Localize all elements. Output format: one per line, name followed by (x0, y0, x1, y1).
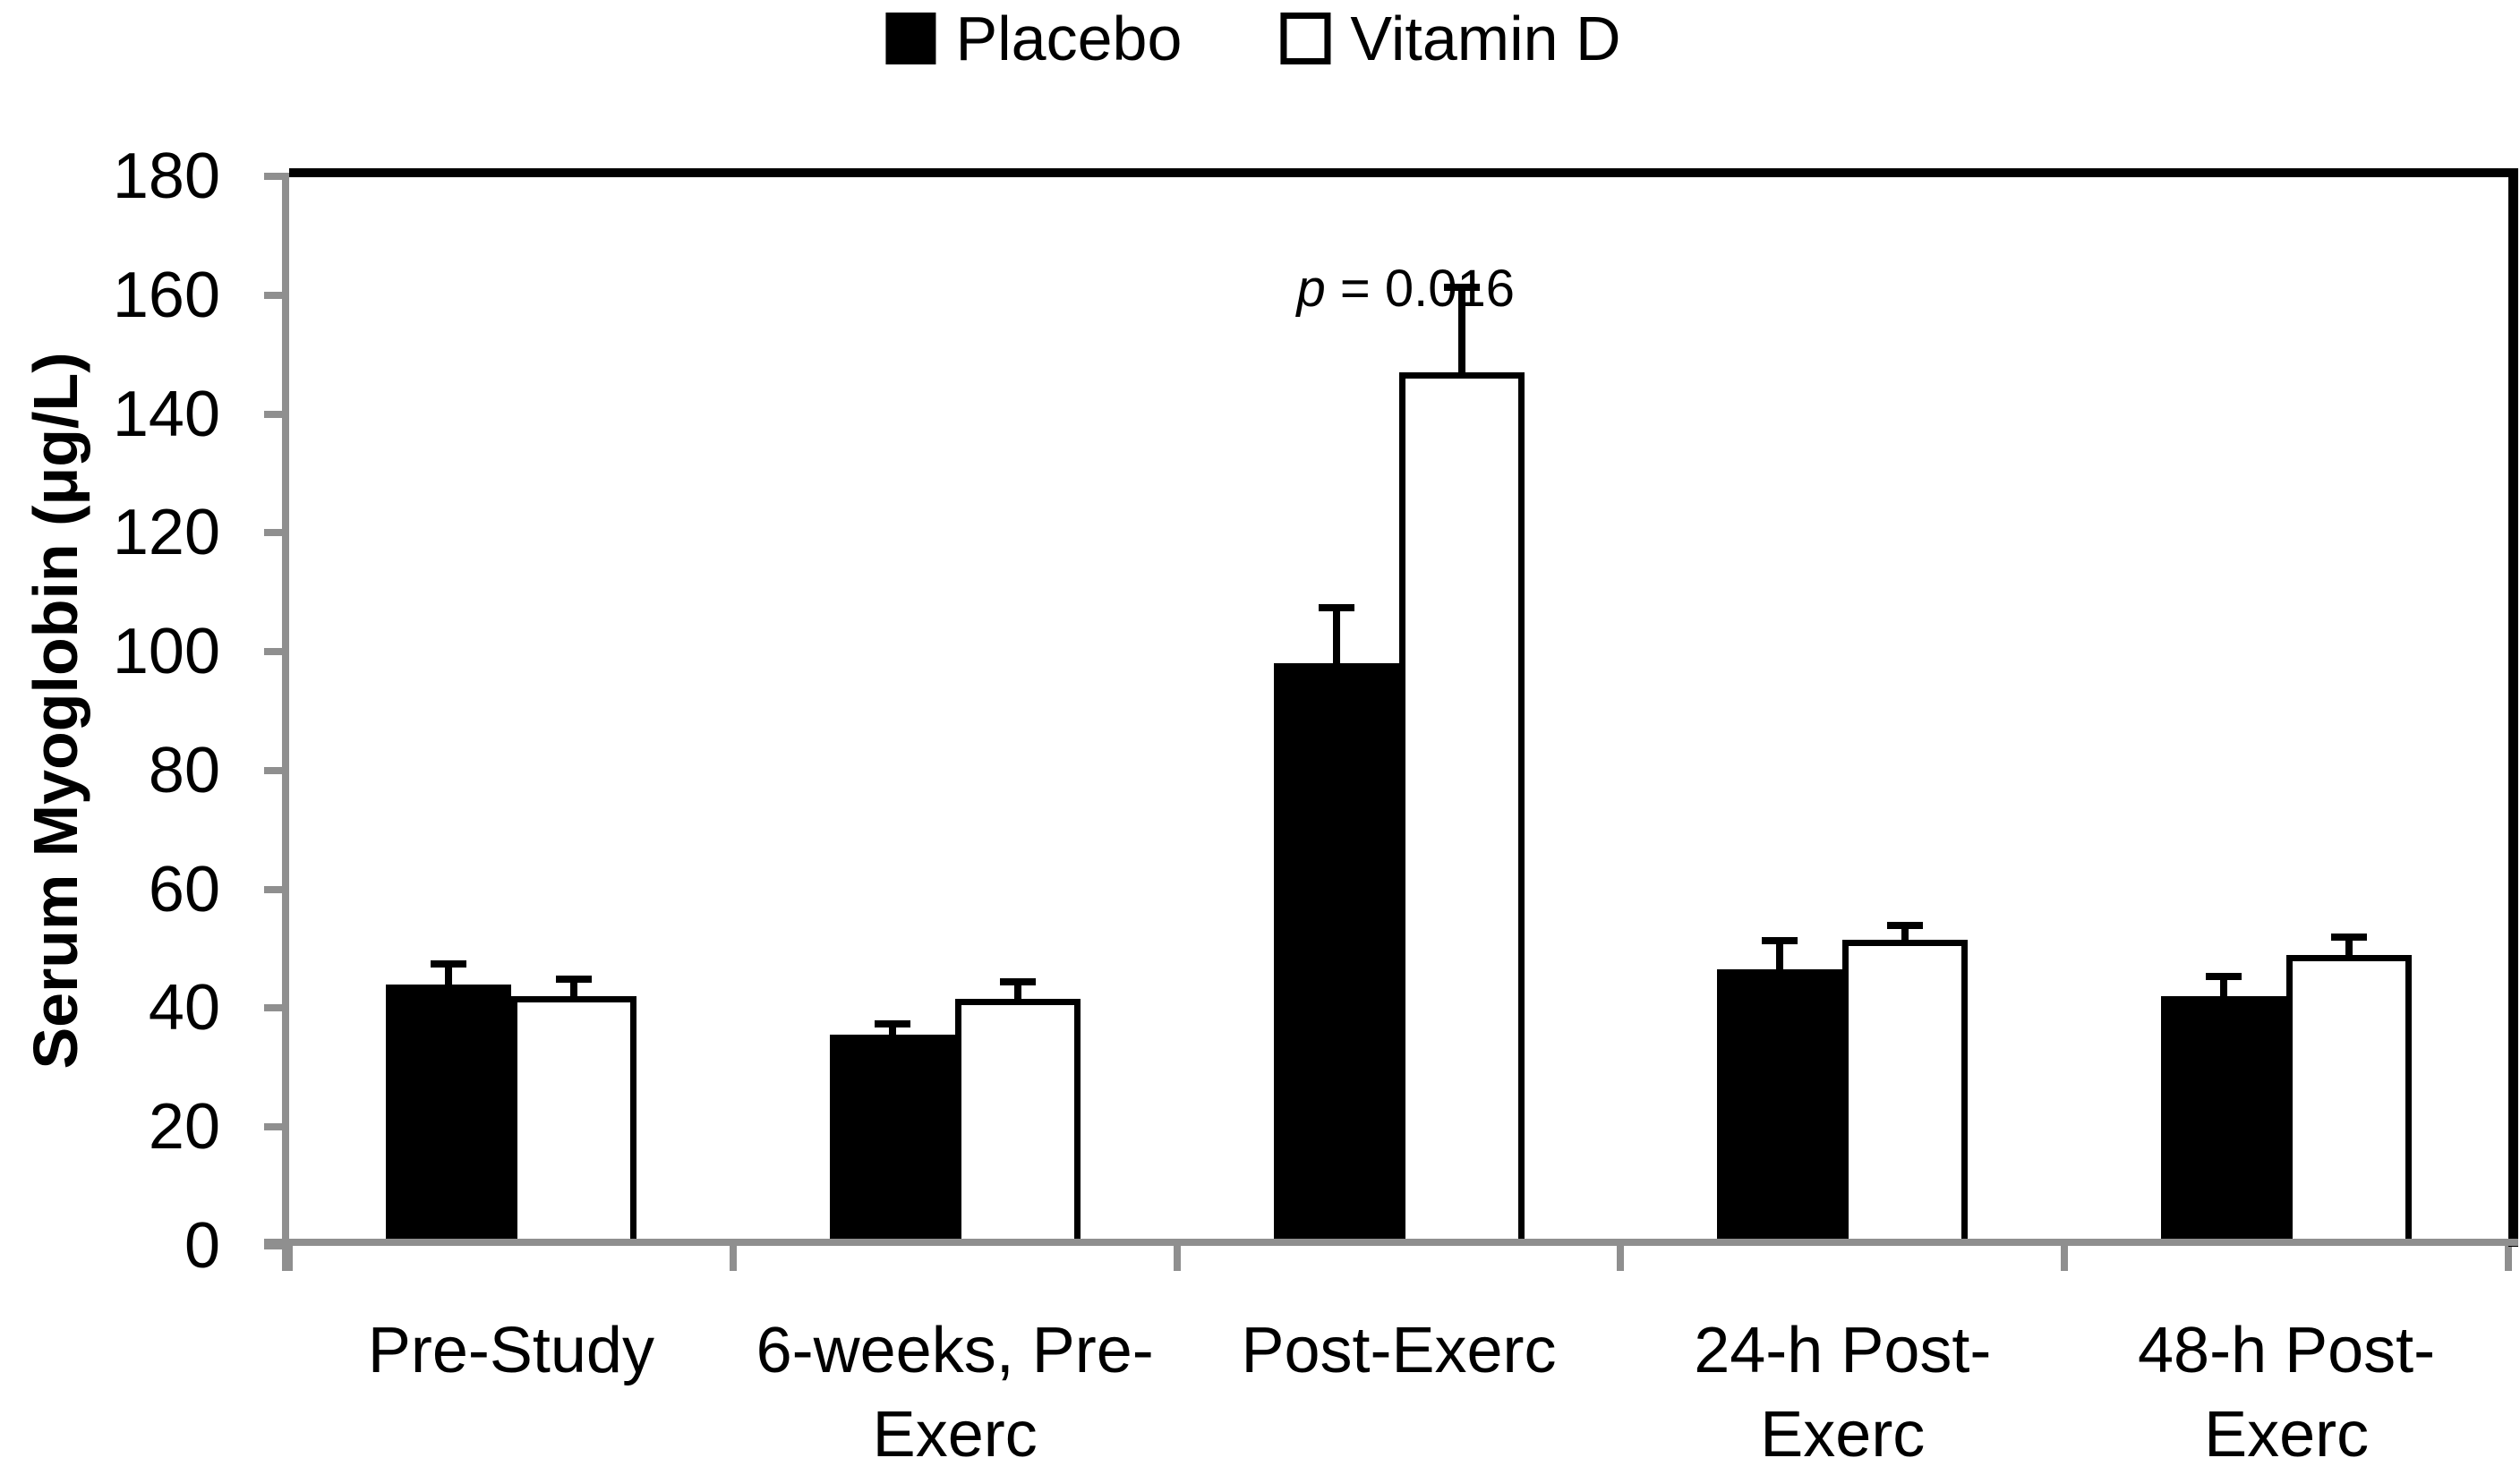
x-label-6-weeks-pre-exerc: 6-weeks, Pre- Exerc (733, 1309, 1177, 1475)
chart-legend: Placebo Vitamin D (885, 0, 1621, 77)
placebo-swatch-icon (885, 13, 936, 64)
error-bar-stem (1776, 936, 1784, 974)
legend-item-placebo: Placebo (885, 0, 1182, 77)
p-value-annotation: p = 0.016 (1239, 199, 1515, 379)
legend-label-vitamin-d: Vitamin D (1350, 4, 1621, 73)
x-label-line: Exerc (2204, 1399, 2370, 1471)
error-bar-stem (888, 1019, 896, 1039)
y-tick-20 (264, 1123, 289, 1131)
p-value-text: = 0.016 (1325, 260, 1515, 318)
y-tick-label-60: 60 (148, 853, 220, 925)
x-label-pre-study: Pre-Study (289, 1309, 733, 1393)
error-bar-stem (1901, 922, 1909, 944)
x-tick-3 (1617, 1246, 1625, 1271)
y-tick-label-80: 80 (148, 734, 220, 806)
y-tick-40 (264, 1004, 289, 1012)
x-tick-1 (729, 1246, 737, 1271)
y-tick-label-180: 180 (112, 141, 220, 212)
x-label-48-h-post-exerc: 48-h Post- Exerc (2064, 1309, 2508, 1475)
error-bar-vitamin-d-6-weeks-pre-exerc (999, 978, 1036, 1003)
y-tick-60 (264, 885, 289, 893)
y-tick-180 (264, 173, 289, 180)
bar-vitamin-d-6-weeks-pre-exerc (954, 999, 1081, 1246)
y-tick-0 (264, 1242, 289, 1249)
bar-vitamin-d-24-h-post-exerc (1842, 940, 1969, 1246)
x-tick-4 (2061, 1246, 2069, 1271)
bar-placebo-48-h-post-exerc (2161, 996, 2287, 1246)
error-bar-vitamin-d-48-h-post-exerc (2331, 934, 2368, 959)
x-tick-5 (2505, 1246, 2512, 1271)
x-tick-0 (286, 1246, 293, 1271)
y-tick-120 (264, 529, 289, 537)
x-label-post-exerc: Post-Exerc (1177, 1309, 1621, 1393)
y-tick-label-120: 120 (112, 497, 220, 569)
error-bar-vitamin-d-24-h-post-exerc (1887, 922, 1924, 944)
error-bar-vitamin-d-pre-study (555, 975, 592, 1001)
x-label-line: 6-weeks, Pre- (756, 1315, 1154, 1386)
error-bar-placebo-6-weeks-pre-exerc (874, 1019, 910, 1039)
error-bar-stem (569, 975, 577, 1001)
error-bar-placebo-post-exerc (1318, 604, 1354, 668)
x-label-line: 48-h Post- (2138, 1315, 2436, 1386)
x-label-line: Pre-Study (367, 1315, 654, 1386)
vitamin-d-swatch-icon (1280, 13, 1331, 64)
bar-placebo-24-h-post-exerc (1717, 969, 1843, 1246)
y-tick-label-140: 140 (112, 378, 220, 450)
y-tick-80 (264, 766, 289, 774)
x-label-line: 24-h Post- (1694, 1315, 1992, 1386)
y-tick-label-0: 0 (184, 1210, 220, 1282)
bar-vitamin-d-post-exerc (1398, 372, 1525, 1246)
x-label-line: Exerc (1760, 1399, 1926, 1471)
error-bar-vitamin-d-post-exerc (1443, 283, 1480, 377)
y-tick-140 (264, 410, 289, 418)
y-tick-100 (264, 648, 289, 656)
y-tick-label-100: 100 (112, 616, 220, 688)
error-bar-placebo-24-h-post-exerc (1762, 936, 1798, 974)
bar-vitamin-d-48-h-post-exerc (2286, 954, 2413, 1246)
x-label-line: Post-Exerc (1241, 1315, 1557, 1386)
x-tick-2 (1173, 1246, 1181, 1271)
bar-placebo-6-weeks-pre-exerc (829, 1035, 955, 1246)
error-bar-placebo-pre-study (430, 960, 466, 988)
error-bar-stem (1457, 283, 1465, 377)
error-bar-stem (1013, 978, 1021, 1003)
legend-label-placebo: Placebo (955, 4, 1183, 73)
bar-vitamin-d-pre-study (510, 996, 636, 1246)
y-axis-line (282, 176, 289, 1271)
error-bar-stem (1332, 604, 1340, 668)
plot-right-border (2508, 168, 2518, 1247)
error-bar-stem (2220, 972, 2228, 1001)
y-axis-title: Serum Myoglobin (μg/L) (21, 352, 90, 1070)
y-tick-label-40: 40 (148, 972, 220, 1044)
bar-placebo-post-exerc (1273, 663, 1399, 1246)
legend-item-vitamin-d: Vitamin D (1280, 0, 1621, 77)
plot-top-border (289, 168, 2518, 177)
error-bar-stem (2345, 934, 2353, 959)
error-bar-stem (444, 960, 452, 988)
y-tick-label-160: 160 (112, 259, 220, 331)
x-label-line: Exerc (872, 1399, 1038, 1471)
bar-placebo-pre-study (385, 984, 511, 1246)
x-label-24-h-post-exerc: 24-h Post- Exerc (1620, 1309, 2064, 1475)
x-axis-line (264, 1239, 2518, 1246)
error-bar-placebo-48-h-post-exerc (2206, 972, 2242, 1001)
y-tick-label-20: 20 (148, 1091, 220, 1164)
p-value-variable: p (1296, 260, 1326, 318)
y-tick-160 (264, 291, 289, 299)
